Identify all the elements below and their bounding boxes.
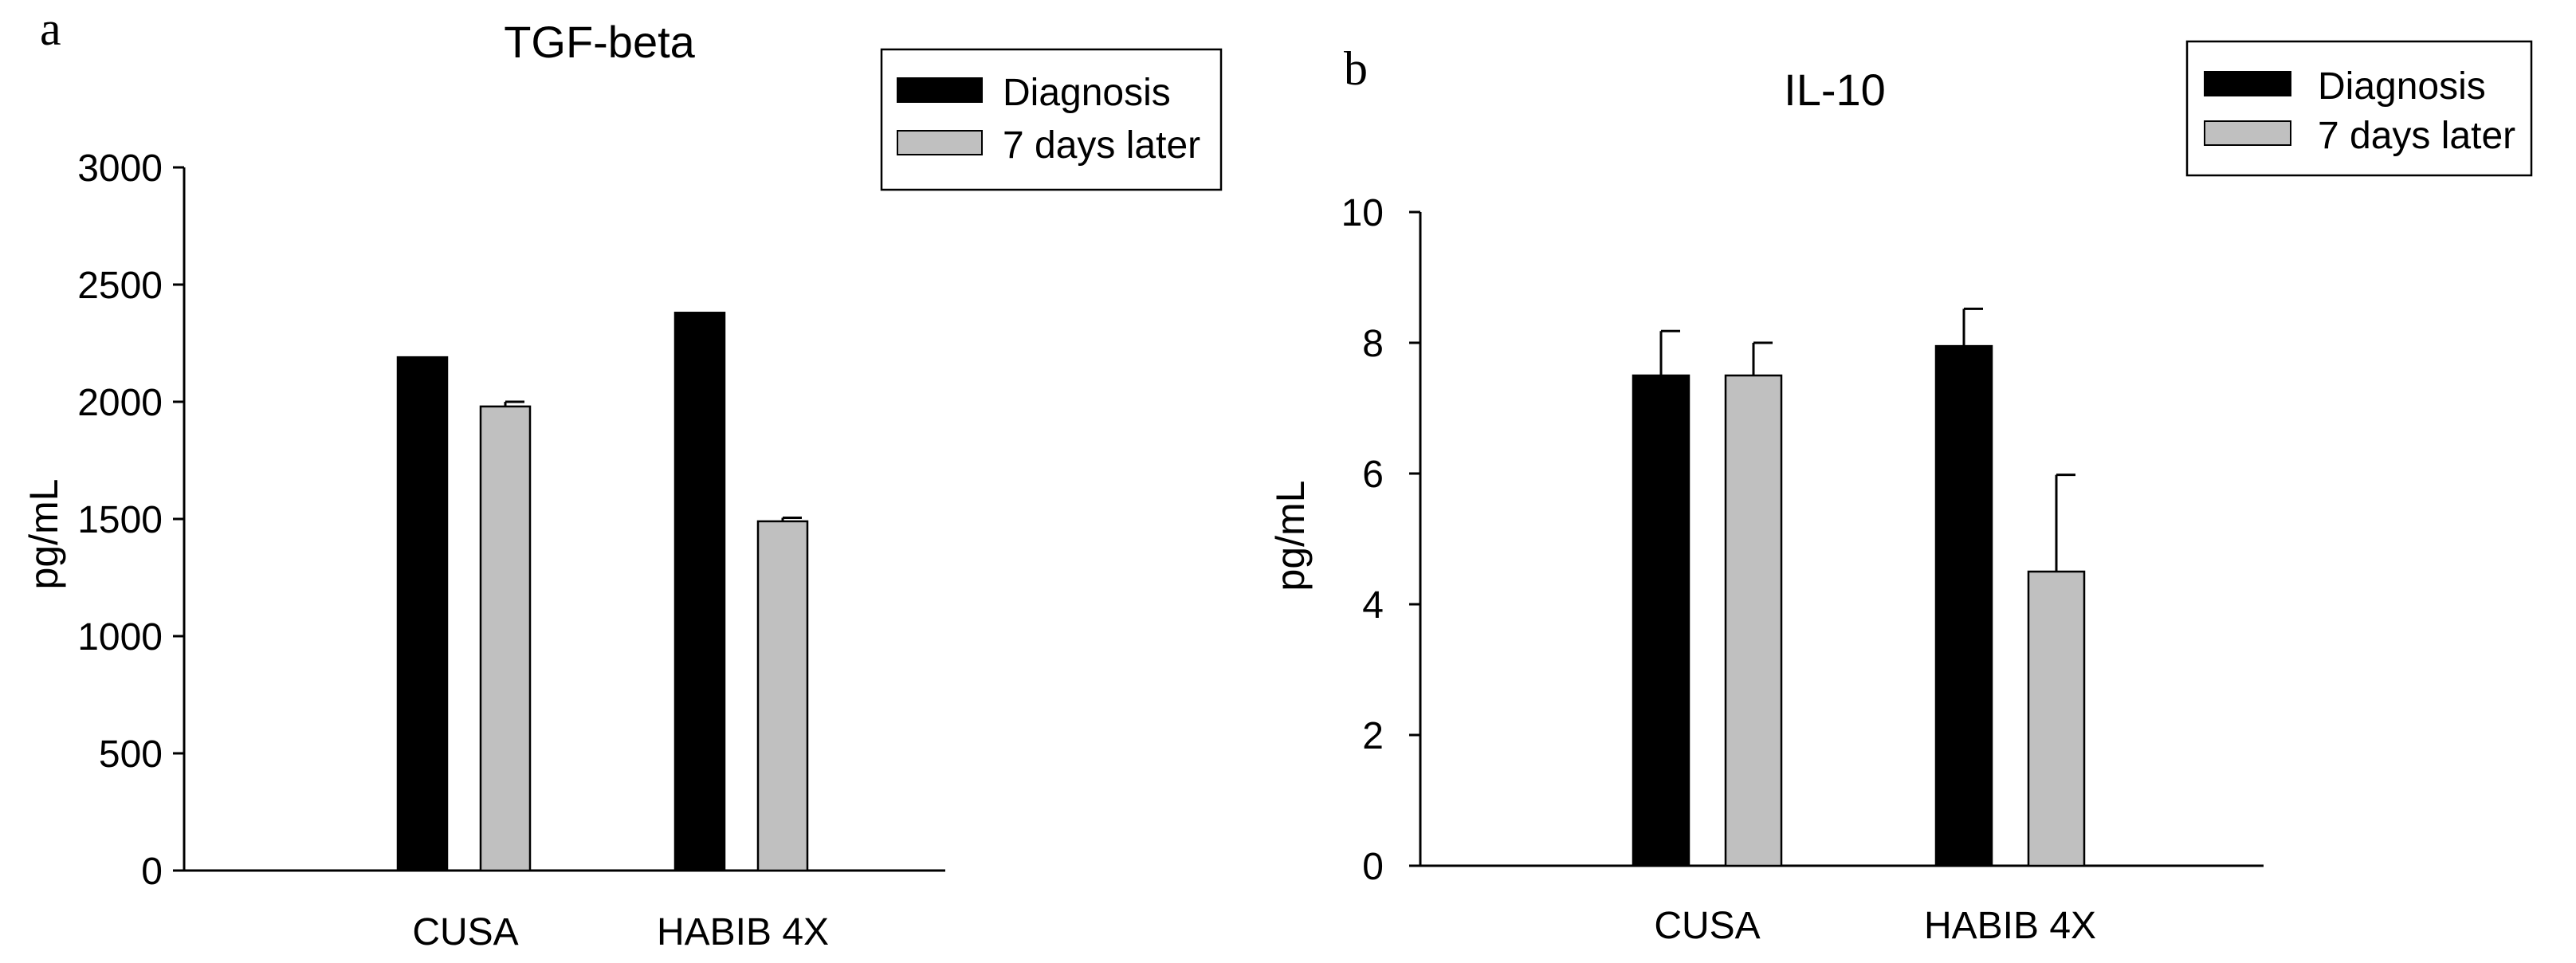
- panel-b-legend-label-7-days-later: 7 days later: [2318, 115, 2515, 157]
- panel-a-y-tick-label: 2000: [77, 382, 163, 424]
- panel-a-legend-box: [880, 48, 1223, 191]
- panel-b-y-tick-label: 2: [1362, 715, 1384, 757]
- panel-a-y-tick-label: 3000: [77, 147, 163, 190]
- panel-a-error-bar-cusa-7-days-later: [504, 400, 524, 407]
- panel-b-y-axis-label: pg/mL: [1268, 481, 1313, 592]
- panel-b-y-tick-label: 10: [1341, 192, 1384, 234]
- panel-a-title: TGF-beta: [504, 17, 695, 67]
- panel-a-legend-label-7-days-later: 7 days later: [1003, 124, 1200, 167]
- panel-a-bar-habib-4x-diagnosis: [673, 312, 726, 872]
- panel-a-x-tick-label-cusa: CUSA: [412, 911, 518, 953]
- panel-a-bar-cusa-diagnosis: [396, 356, 449, 872]
- panel-b-x-tick-label-habib-4x: HABIB 4X: [1924, 905, 2096, 947]
- panel-b-letter: b: [1344, 42, 1368, 95]
- panel-b-x-tick-label-cusa: CUSA: [1654, 905, 1760, 947]
- panel-b-y-tick-label: 6: [1362, 454, 1384, 496]
- panel-a-y-tick-label: 2500: [77, 265, 163, 307]
- panel-a-legend-label-diagnosis: Diagnosis: [1003, 72, 1171, 114]
- panel-a-tgf-beta-chart: a TGF-beta pg/mL 0 500 1000 1500 2000 2500 300…: [22, 2, 1223, 953]
- panel-a-bar-habib-4x-7-days-later: [756, 520, 809, 872]
- panel-b-y-tick-label: 4: [1362, 584, 1384, 627]
- panel-b-title: IL-10: [1784, 65, 1886, 115]
- panel-b-bar-cusa-diagnosis: [1632, 374, 1690, 867]
- panel-b-legend: Diagnosis 7 days later: [2185, 40, 2533, 177]
- panel-a-letter: a: [40, 2, 61, 55]
- panel-b-legend-label-diagnosis: Diagnosis: [2318, 65, 2486, 108]
- panel-a-y-tick-label: 1000: [77, 616, 163, 658]
- panel-a-y-tick-label: 0: [141, 851, 163, 893]
- panel-a-legend-swatch-diagnosis: [897, 77, 983, 103]
- panel-a-legend-swatch-7-days-later: [897, 130, 983, 155]
- panel-b-bar-cusa-7-days-later: [1724, 374, 1783, 867]
- panel-a-bar-cusa-7-days-later: [479, 405, 532, 872]
- panel-a-legend: Diagnosis 7 days later: [880, 48, 1223, 191]
- panel-a-y-ticks: 0 500 1000 1500 2000 2500 3000: [77, 147, 184, 893]
- panel-b-legend-box: [2185, 40, 2533, 177]
- panel-b-x-ticks: CUSA HABIB 4X: [1654, 905, 2096, 947]
- panel-a-y-tick-label: 500: [99, 733, 163, 776]
- panel-a-x-ticks: CUSA HABIB 4X: [412, 911, 829, 953]
- panel-a-error-bars: [504, 400, 802, 521]
- panel-a-error-bar-habib-4x-7-days-later: [781, 517, 802, 521]
- panel-b-error-bar-habib-4x-7-days-later: [2055, 474, 2075, 572]
- panel-b-y-tick-label: 0: [1362, 846, 1384, 888]
- panel-b-error-bar-habib-4x-diagnosis: [1962, 307, 1983, 347]
- panel-a-bars: [396, 312, 809, 872]
- panel-b-y-ticks: 0 2 4 6 8 10: [1341, 192, 1420, 888]
- panel-b-error-bar-cusa-7-days-later: [1752, 341, 1773, 375]
- panel-a-y-axis-label: pg/mL: [22, 479, 66, 590]
- panel-b-legend-swatch-diagnosis: [2204, 71, 2291, 96]
- panel-b-bar-habib-4x-7-days-later: [2027, 570, 2086, 867]
- panel-a-x-tick-label-habib-4x: HABIB 4X: [657, 911, 829, 953]
- panel-b-y-tick-label: 8: [1362, 323, 1384, 365]
- panel-b-il-10-chart: b IL-10 pg/mL 0 2 4 6 8 10 CUSA HABIB 4X Diagn…: [1268, 40, 2533, 947]
- panel-b-error-bar-cusa-diagnosis: [1659, 329, 1680, 375]
- panel-b-bars: [1632, 344, 2086, 867]
- panel-b-error-bars: [1659, 307, 2075, 572]
- panel-b-bar-habib-4x-diagnosis: [1934, 344, 1993, 867]
- panel-a-y-tick-label: 1500: [77, 499, 163, 541]
- panel-b-legend-swatch-7-days-later: [2204, 120, 2291, 146]
